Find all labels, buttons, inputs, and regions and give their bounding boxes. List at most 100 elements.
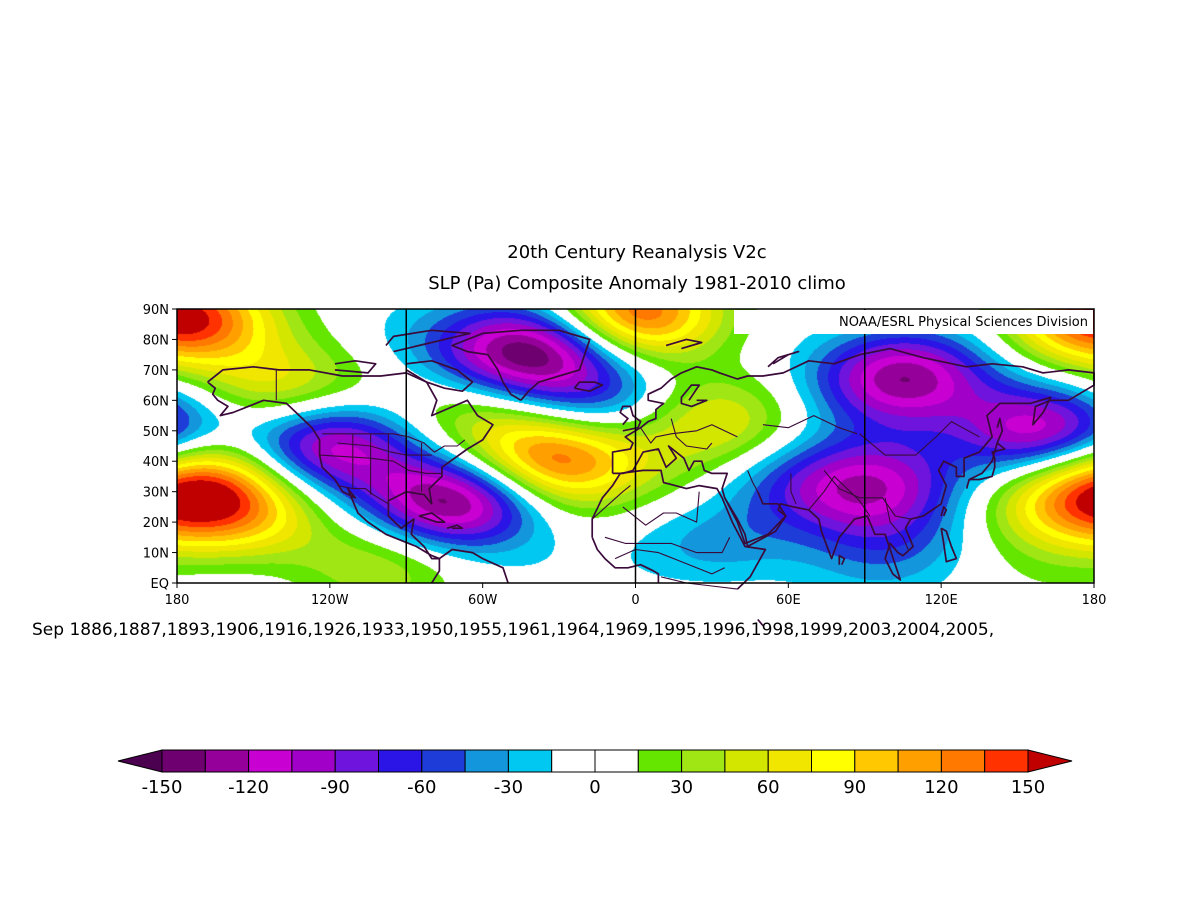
colorbar-swatch xyxy=(378,749,423,773)
coastlines xyxy=(207,329,1095,627)
colorbar-swatch xyxy=(940,749,986,773)
lat-tick-label: 70N xyxy=(143,364,169,379)
lat-tick-label: 80N xyxy=(143,333,169,348)
lon-tick-label: 0 xyxy=(631,593,639,608)
colorbar-swatch xyxy=(421,749,466,773)
colorbar-swatch xyxy=(464,749,509,773)
border-russia-kazakh xyxy=(762,415,858,435)
border-us-states-lat xyxy=(319,454,442,474)
coastline-japan xyxy=(965,442,1006,489)
title-line-1: 20th Century Reanalysis V2c xyxy=(507,242,766,263)
map-panel: NOAA/ESRL Physical Sciences Division 90N… xyxy=(143,303,1107,627)
colorbar-swatch xyxy=(594,749,639,773)
coastline-victoria-island xyxy=(334,359,377,374)
colorbar-label: -90 xyxy=(320,777,349,798)
reference-meridians xyxy=(405,309,866,583)
lon-tick-label: 180 xyxy=(165,593,190,608)
lat-tick-label: 90N xyxy=(143,303,169,318)
colorbar-label: 90 xyxy=(843,777,866,798)
title-line-2: SLP (Pa) Composite Anomaly 1981-2010 cli… xyxy=(428,273,846,294)
colorbar-label: 30 xyxy=(670,777,693,798)
lon-tick-label: 120W xyxy=(311,593,349,608)
coastline-baffin xyxy=(405,359,474,393)
coastline-scandinavia-gulf xyxy=(680,384,708,408)
lat-tick-label: EQ xyxy=(151,577,169,592)
border-china-mongolia xyxy=(859,421,980,456)
colorbar-swatch xyxy=(681,749,726,773)
border-africa-5 xyxy=(660,576,738,590)
colorbar-swatch xyxy=(767,749,813,773)
coastline-taiwan xyxy=(940,506,948,517)
colorbar-label: 120 xyxy=(924,777,958,798)
colorbar-swatch xyxy=(204,749,250,773)
colorbar-swatch xyxy=(811,749,856,773)
border-us-states-lat2 xyxy=(337,442,432,456)
coastline-ellesmere xyxy=(385,329,471,353)
border-iran-iraq xyxy=(747,470,759,492)
colorbar-swatch xyxy=(291,749,336,773)
latitude-axis: 90N 80N 70N 60N 50N 40N 30N 20N 10N EQ xyxy=(143,303,177,592)
colorbar-swatch xyxy=(248,749,293,773)
border-africa-3 xyxy=(604,536,731,554)
colorbar-over-arrow xyxy=(1027,749,1073,773)
longitude-axis: 180 120W 60W 0 60E 120E 180 xyxy=(165,583,1107,608)
colorbar-swatch xyxy=(984,749,1029,773)
coastline-madagascar-north xyxy=(757,618,764,627)
border-us-canada xyxy=(322,433,466,453)
lat-tick-label: 40N xyxy=(143,455,169,470)
lon-tick-label: 120E xyxy=(925,593,958,608)
credit-text: NOAA/ESRL Physical Sciences Division xyxy=(839,315,1088,330)
coastline-africa xyxy=(591,469,767,590)
colorbar-swatch xyxy=(724,749,769,773)
lon-tick-label: 60W xyxy=(468,593,498,608)
lat-tick-label: 30N xyxy=(143,486,169,501)
colorbar-swatch xyxy=(507,749,553,773)
border-europe-1 xyxy=(640,424,738,444)
lat-tick-label: 50N xyxy=(143,425,169,440)
border-india xyxy=(808,475,871,517)
colorbar-label: -30 xyxy=(494,777,523,798)
lat-tick-label: 20N xyxy=(143,516,169,531)
coastline-sakhalin xyxy=(996,417,1004,444)
colorbar-swatch xyxy=(897,749,942,773)
colorbar-swatch xyxy=(334,749,380,773)
coastline-cuba xyxy=(418,512,446,523)
colorbar: -150 -120 -90 -60 -30 0 30 60 90 120 150 xyxy=(117,749,1073,798)
lon-tick-label: 60E xyxy=(776,593,801,608)
coastline-greenland xyxy=(451,329,591,402)
coastline-arabia xyxy=(723,491,787,545)
coastline-britain xyxy=(619,405,642,432)
lon-tick-label: 180 xyxy=(1082,593,1107,608)
colorbar-label: -150 xyxy=(142,777,183,798)
coastline-north-america xyxy=(207,365,494,560)
composite-dates: Sep 1886,1887,1893,1906,1916,1926,1933,1… xyxy=(32,620,994,640)
border-iran-east xyxy=(790,473,797,505)
colorbar-swatch xyxy=(854,749,899,773)
colorbar-swatch xyxy=(161,749,206,773)
coastline-gulf-of-guinea xyxy=(591,536,660,583)
coastline-south-america xyxy=(430,548,509,584)
coastline-novaya-zemlya xyxy=(767,350,800,368)
border-africa-2 xyxy=(622,491,700,526)
colorbar-label: 0 xyxy=(589,777,600,798)
colorbar-under-arrow xyxy=(117,749,163,773)
colorbar-swatch xyxy=(637,749,683,773)
border-se-asia xyxy=(884,497,909,550)
coastline-philippines xyxy=(940,527,958,563)
coastline-iceland xyxy=(573,381,604,393)
colorbar-swatch xyxy=(551,749,596,773)
colorbar-label: -60 xyxy=(407,777,436,798)
border-china-south xyxy=(823,470,911,520)
lat-tick-label: 10N xyxy=(143,547,169,562)
border-us-mexico xyxy=(337,485,389,505)
border-africa-1 xyxy=(591,485,631,520)
colorbar-label: -120 xyxy=(228,777,269,798)
lat-tick-label: 60N xyxy=(143,394,169,409)
coastline-hispaniola xyxy=(446,524,464,530)
coastline-sri-lanka xyxy=(838,554,846,566)
colorbar-label: 60 xyxy=(757,777,780,798)
border-europe-2 xyxy=(670,418,713,450)
coastline-svalbard xyxy=(665,338,703,350)
colorbar-label: 150 xyxy=(1011,777,1045,798)
